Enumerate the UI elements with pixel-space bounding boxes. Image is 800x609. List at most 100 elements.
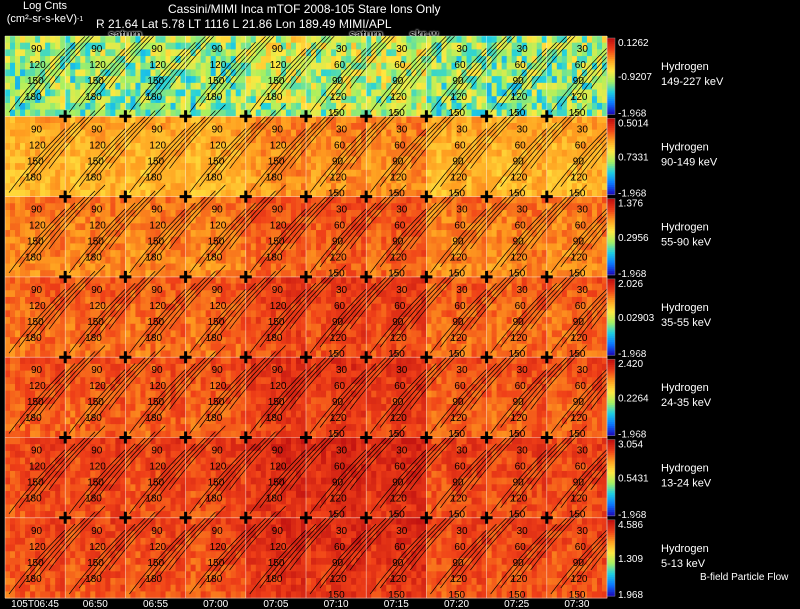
heatmap-cell <box>220 116 227 124</box>
heatmap-cell <box>536 250 543 258</box>
heatmap-cell <box>461 216 467 224</box>
heatmap-cell <box>260 62 267 70</box>
heatmap-cell <box>235 36 242 44</box>
heatmap-cell <box>250 163 257 171</box>
heatmap-cell <box>526 243 533 251</box>
heatmap-cell <box>391 183 397 191</box>
heatmap-cell <box>10 76 16 84</box>
heatmap-cell <box>125 109 131 117</box>
heatmap-cell <box>190 96 197 104</box>
heatmap-cell <box>441 189 447 197</box>
heatmap-cell <box>210 270 217 278</box>
heatmap-cell <box>406 136 412 144</box>
heatmap-cell <box>531 176 538 184</box>
heatmap-cell <box>581 236 588 244</box>
heatmap-cell <box>541 102 548 111</box>
heatmap-cell <box>55 49 61 57</box>
heatmap-cell <box>120 176 126 184</box>
heatmap-cell <box>406 189 412 197</box>
heatmap-cell <box>45 149 51 157</box>
heatmap-cell <box>426 189 432 197</box>
heatmap-cell <box>220 49 227 57</box>
heatmap-cell <box>55 82 61 90</box>
heatmap-cell <box>55 189 61 197</box>
heatmap-cell <box>265 263 272 271</box>
heatmap-cell <box>376 250 382 258</box>
heatmap-cell <box>95 62 101 70</box>
heatmap-cell <box>95 136 101 144</box>
heatmap-cell <box>160 236 166 244</box>
heatmap-cell <box>80 163 86 171</box>
heatmap-cell <box>15 69 21 77</box>
heatmap-cell <box>250 223 257 231</box>
heatmap-cell <box>185 109 192 117</box>
heatmap-cell <box>481 243 487 251</box>
heatmap-cell <box>506 209 513 218</box>
heatmap-cell <box>185 236 192 244</box>
heatmap-cell <box>265 116 272 124</box>
heatmap-cell <box>20 109 26 117</box>
heatmap-cell <box>516 236 523 244</box>
heatmap-cell <box>361 203 367 211</box>
heatmap-cell <box>401 149 407 157</box>
heatmap-cell <box>431 169 437 177</box>
heatmap-cell <box>85 129 91 137</box>
heatmap-cell <box>476 129 482 137</box>
heatmap-cell <box>235 250 242 258</box>
heatmap-cell <box>576 209 583 218</box>
heatmap-cell <box>446 149 452 157</box>
heatmap-cell <box>270 56 277 64</box>
heatmap-cell <box>581 216 588 224</box>
heatmap-cell <box>255 236 262 244</box>
heatmap-cell <box>10 290 16 298</box>
heatmap-cell <box>275 263 282 271</box>
pitch-angle-contour <box>18 42 76 107</box>
heatmap-cell <box>461 243 467 251</box>
heatmap-cell <box>90 209 96 218</box>
heatmap-cell <box>521 203 528 211</box>
contour-label: 90 <box>513 156 525 167</box>
heatmap-cell <box>361 42 367 50</box>
heatmap-cell <box>225 96 232 104</box>
heatmap-cell <box>95 49 101 57</box>
heatmap-cell <box>426 176 432 184</box>
heatmap-cell <box>245 62 252 70</box>
heatmap-cell <box>40 209 46 218</box>
heatmap-cell <box>346 169 352 177</box>
pitch-angle-contour <box>329 116 387 181</box>
heatmap-cell <box>170 89 176 97</box>
heatmap-cell <box>15 169 21 177</box>
heatmap-cell <box>30 169 36 177</box>
heatmap-cell <box>10 69 16 77</box>
heatmap-cell <box>300 42 307 50</box>
heatmap-cell <box>486 189 493 197</box>
heatmap-cell <box>311 250 317 258</box>
heatmap-cell <box>115 250 121 258</box>
heatmap-cell <box>240 169 247 177</box>
heatmap-cell <box>446 163 452 171</box>
heatmap-cell <box>160 156 166 164</box>
heatmap-cell <box>561 102 568 111</box>
heatmap-cell <box>35 122 41 131</box>
heatmap-cell <box>481 250 487 258</box>
heatmap-cell <box>541 223 548 231</box>
heatmap-cell <box>55 156 61 164</box>
heatmap-cell <box>150 203 156 211</box>
heatmap-cell <box>215 163 222 171</box>
heatmap-cell <box>541 236 548 244</box>
heatmap-cell <box>356 163 362 171</box>
heatmap-cell <box>351 143 357 151</box>
heatmap-cell <box>551 203 558 211</box>
heatmap-cell <box>110 317 116 325</box>
heatmap-cell <box>80 250 86 258</box>
pitch-angle-contour <box>28 196 86 262</box>
heatmap-cell <box>155 36 161 44</box>
heatmap-cell <box>150 169 156 177</box>
heatmap-cell <box>20 183 26 191</box>
heatmap-cell <box>80 136 86 144</box>
heatmap-cell <box>255 116 262 124</box>
heatmap-cell <box>341 216 347 224</box>
heatmap-cell <box>140 56 146 64</box>
heatmap-cell <box>451 49 457 57</box>
heatmap-cell <box>100 203 106 211</box>
